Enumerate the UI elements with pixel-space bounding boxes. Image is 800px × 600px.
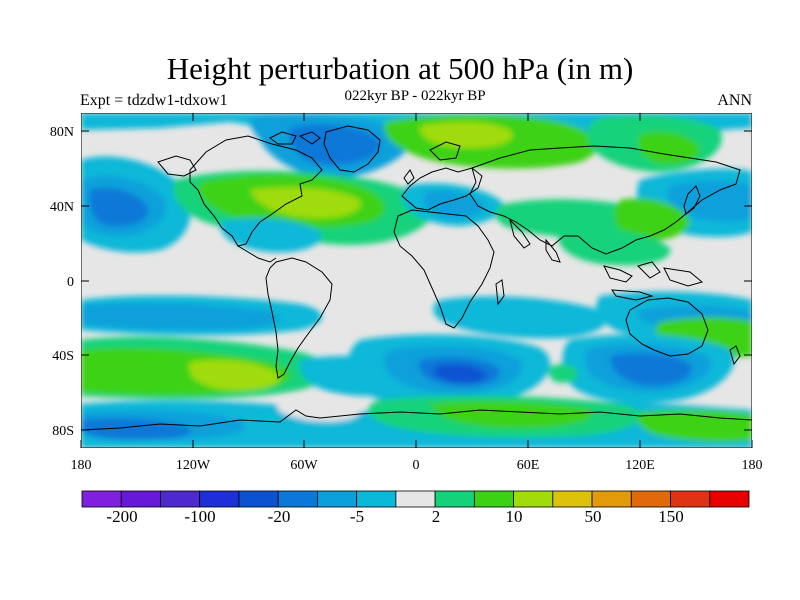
colorbar-label: -5	[350, 507, 364, 526]
lon-tick-label: 120E	[625, 458, 655, 473]
colorbar-swatch	[630, 490, 671, 508]
colorbar-label: -100	[184, 507, 215, 526]
lon-tick-label: 60E	[517, 458, 540, 473]
colorbar-swatch	[356, 490, 397, 508]
lat-tick-label: 80S	[52, 424, 74, 439]
colorbar-swatch	[591, 490, 632, 508]
colorbar-swatch	[199, 490, 240, 508]
lon-tick-label: 60W	[290, 458, 318, 473]
colorbar-label: 50	[585, 507, 602, 526]
colorbar-swatch	[473, 490, 514, 508]
colorbar-label: -20	[268, 507, 291, 526]
lon-tick-label: 180	[742, 458, 763, 473]
latitude-axis: 80N 40N 0 40S 80S	[50, 125, 752, 439]
colorbar-label: -200	[106, 507, 137, 526]
lon-tick-label: 120W	[176, 458, 211, 473]
colorbar-swatch	[709, 490, 750, 508]
colorbar-swatch	[434, 490, 475, 508]
lat-tick-label: 40N	[50, 200, 74, 215]
experiment-label: Expt = tdzdw1-tdxow1	[80, 92, 228, 109]
colorbar-swatch	[395, 490, 436, 508]
colorbar-swatch	[317, 490, 358, 508]
lat-tick-label: 40S	[52, 349, 74, 364]
colorbar-label: 2	[432, 507, 441, 526]
lat-tick-label: 80N	[50, 125, 74, 140]
colorbar-label: 150	[658, 507, 684, 526]
colorbar-swatch	[238, 490, 279, 508]
lat-tick-label: 0	[67, 275, 74, 290]
lon-tick-label: 0	[413, 458, 420, 473]
chart-title: Height perturbation at 500 hPa (in m)	[166, 51, 634, 86]
colorbar-labels: -200 -100 -20 -5 2 10 50 150	[106, 507, 683, 526]
colorbar-swatch	[81, 490, 122, 508]
colorbar-swatch	[670, 490, 711, 508]
colorbar-swatch	[513, 490, 554, 508]
colorbar-label: 10	[506, 507, 523, 526]
colorbar-swatch	[277, 490, 318, 508]
coastlines	[81, 125, 752, 431]
colorbar-swatch	[552, 490, 593, 508]
lon-tick-label: 180	[71, 458, 92, 473]
colorbar-swatch	[160, 490, 201, 508]
contour-field	[81, 113, 752, 448]
period-label: 022kyr BP - 022kyr BP	[344, 88, 486, 104]
longitude-axis: 180 120W 60W 0 60E 120E 180	[71, 113, 763, 473]
colorbar	[81, 490, 750, 508]
colorbar-swatch	[120, 490, 161, 508]
season-label: ANN	[717, 92, 752, 109]
